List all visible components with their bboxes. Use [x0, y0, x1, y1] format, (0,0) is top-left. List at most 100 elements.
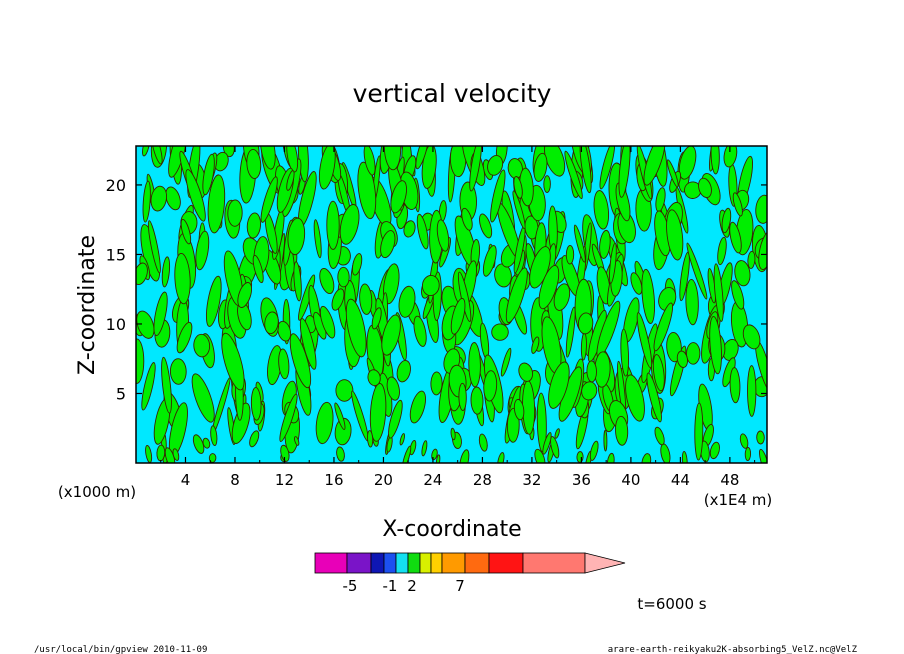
- colorbar-swatch: [383, 552, 397, 574]
- positive-velocity-region: [685, 278, 699, 326]
- x-tick-label: 28: [473, 471, 492, 489]
- positive-velocity-region: [176, 321, 193, 354]
- x-unit-left: (x1000 m): [58, 483, 136, 501]
- positive-velocity-region: [313, 219, 322, 259]
- x-unit-right: (x1E4 m): [704, 491, 773, 509]
- positive-velocity-region: [482, 245, 497, 277]
- positive-velocity-region: [709, 316, 722, 375]
- plot-frame: [135, 145, 768, 464]
- colorbar-swatch: [395, 552, 409, 574]
- positive-velocity-region: [731, 280, 745, 310]
- positive-velocity-region: [380, 230, 396, 259]
- positive-velocity-region: [286, 170, 295, 191]
- positive-velocity-region: [643, 146, 666, 186]
- positive-velocity-region: [278, 348, 290, 380]
- positive-velocity-region: [491, 323, 509, 341]
- colorbar-tick-label: -5: [343, 577, 358, 595]
- positive-velocity-region: [747, 365, 757, 417]
- positive-velocity-region: [742, 324, 761, 350]
- positive-velocity-region: [264, 311, 279, 335]
- vertical-velocity-field: [136, 146, 767, 463]
- positive-velocity-region: [542, 432, 552, 455]
- positive-velocity-region: [747, 250, 756, 269]
- positive-velocity-region: [709, 441, 720, 460]
- x-tick-label: 4: [181, 471, 191, 489]
- positive-velocity-region: [654, 426, 665, 446]
- positive-velocity-region: [723, 146, 738, 168]
- positive-velocity-region: [599, 229, 611, 259]
- positive-velocity-region: [577, 312, 594, 335]
- colorbar: [314, 552, 626, 574]
- positive-velocity-region: [165, 186, 181, 211]
- positive-velocity-region: [205, 275, 222, 327]
- positive-velocity-region: [147, 220, 161, 274]
- positive-velocity-region: [717, 236, 727, 266]
- positive-velocity-region: [334, 417, 352, 446]
- x-tick-label: 44: [671, 471, 690, 489]
- positive-velocity-region: [421, 274, 440, 297]
- positive-velocity-region: [202, 153, 215, 196]
- positive-velocity-region: [193, 333, 211, 358]
- positive-velocity-region: [335, 379, 354, 402]
- positive-velocity-region: [710, 146, 720, 175]
- positive-velocity-region: [337, 266, 350, 288]
- positive-velocity-region: [195, 230, 210, 271]
- positive-velocity-region: [415, 146, 429, 170]
- positive-velocity-region: [277, 320, 292, 342]
- positive-velocity-region: [339, 204, 360, 245]
- positive-velocity-region: [461, 207, 473, 231]
- positive-velocity-region: [331, 288, 345, 311]
- positive-velocity-region: [459, 449, 470, 463]
- positive-velocity-region: [141, 362, 156, 411]
- positive-velocity-region: [531, 336, 540, 354]
- x-tick-label: 36: [572, 471, 591, 489]
- positive-velocity-region: [326, 200, 340, 250]
- positive-velocity-region: [615, 415, 629, 446]
- positive-velocity-region: [490, 169, 506, 223]
- positive-velocity-region: [319, 305, 336, 339]
- x-tick-label: 20: [374, 471, 393, 489]
- positive-velocity-region: [202, 437, 211, 449]
- positive-velocity-region: [237, 282, 253, 308]
- colorbar-tick-labels: -5 -1 2 7: [343, 577, 465, 595]
- positive-velocity-region: [287, 217, 306, 256]
- positive-velocity-region: [653, 302, 674, 352]
- positive-velocity-region: [386, 376, 400, 401]
- positive-velocity-region: [630, 272, 643, 295]
- colorbar-swatch: [346, 552, 372, 574]
- positive-velocity-region: [169, 358, 187, 385]
- positive-velocity-region: [221, 332, 245, 391]
- positive-velocity-region: [529, 246, 551, 289]
- positive-velocity-region: [483, 370, 498, 402]
- colorbar-tick-label: 2: [407, 577, 417, 595]
- positive-velocity-region: [625, 374, 645, 422]
- positive-velocity-region: [744, 446, 752, 462]
- positive-velocity-region: [153, 291, 168, 337]
- positive-velocity-region: [565, 306, 576, 358]
- positive-velocity-region: [573, 224, 586, 263]
- positive-velocity-region: [435, 454, 441, 463]
- positive-velocity-region: [299, 318, 317, 370]
- positive-velocity-region: [250, 386, 262, 421]
- y-tick-label: 5: [116, 384, 126, 403]
- positive-velocity-region: [721, 207, 732, 234]
- x-tick-label: 48: [720, 471, 739, 489]
- positive-velocity-region: [383, 146, 402, 171]
- positive-velocity-region: [618, 146, 631, 198]
- positive-velocity-region: [430, 371, 443, 396]
- colorbar-swatch: [522, 552, 586, 574]
- positive-velocity-region: [586, 360, 597, 383]
- positive-velocity-region: [457, 271, 472, 323]
- positive-velocity-region: [381, 314, 401, 356]
- positive-velocity-region: [191, 373, 215, 423]
- positive-velocity-region: [413, 315, 427, 347]
- positive-velocity-region: [494, 263, 512, 288]
- positive-velocity-region: [150, 185, 168, 212]
- footer-right: arare-earth-reikyaku2K-absorbing5_VelZ.n…: [608, 645, 858, 654]
- positive-velocity-region: [576, 451, 584, 463]
- colorbar-swatch: [314, 552, 348, 574]
- positive-velocity-region: [409, 390, 427, 424]
- x-axis: 4 8 12 16 20 24 28 32 36 40 44 48: [160, 146, 756, 489]
- field-contour-regions: [136, 146, 767, 463]
- positive-velocity-region: [729, 221, 742, 254]
